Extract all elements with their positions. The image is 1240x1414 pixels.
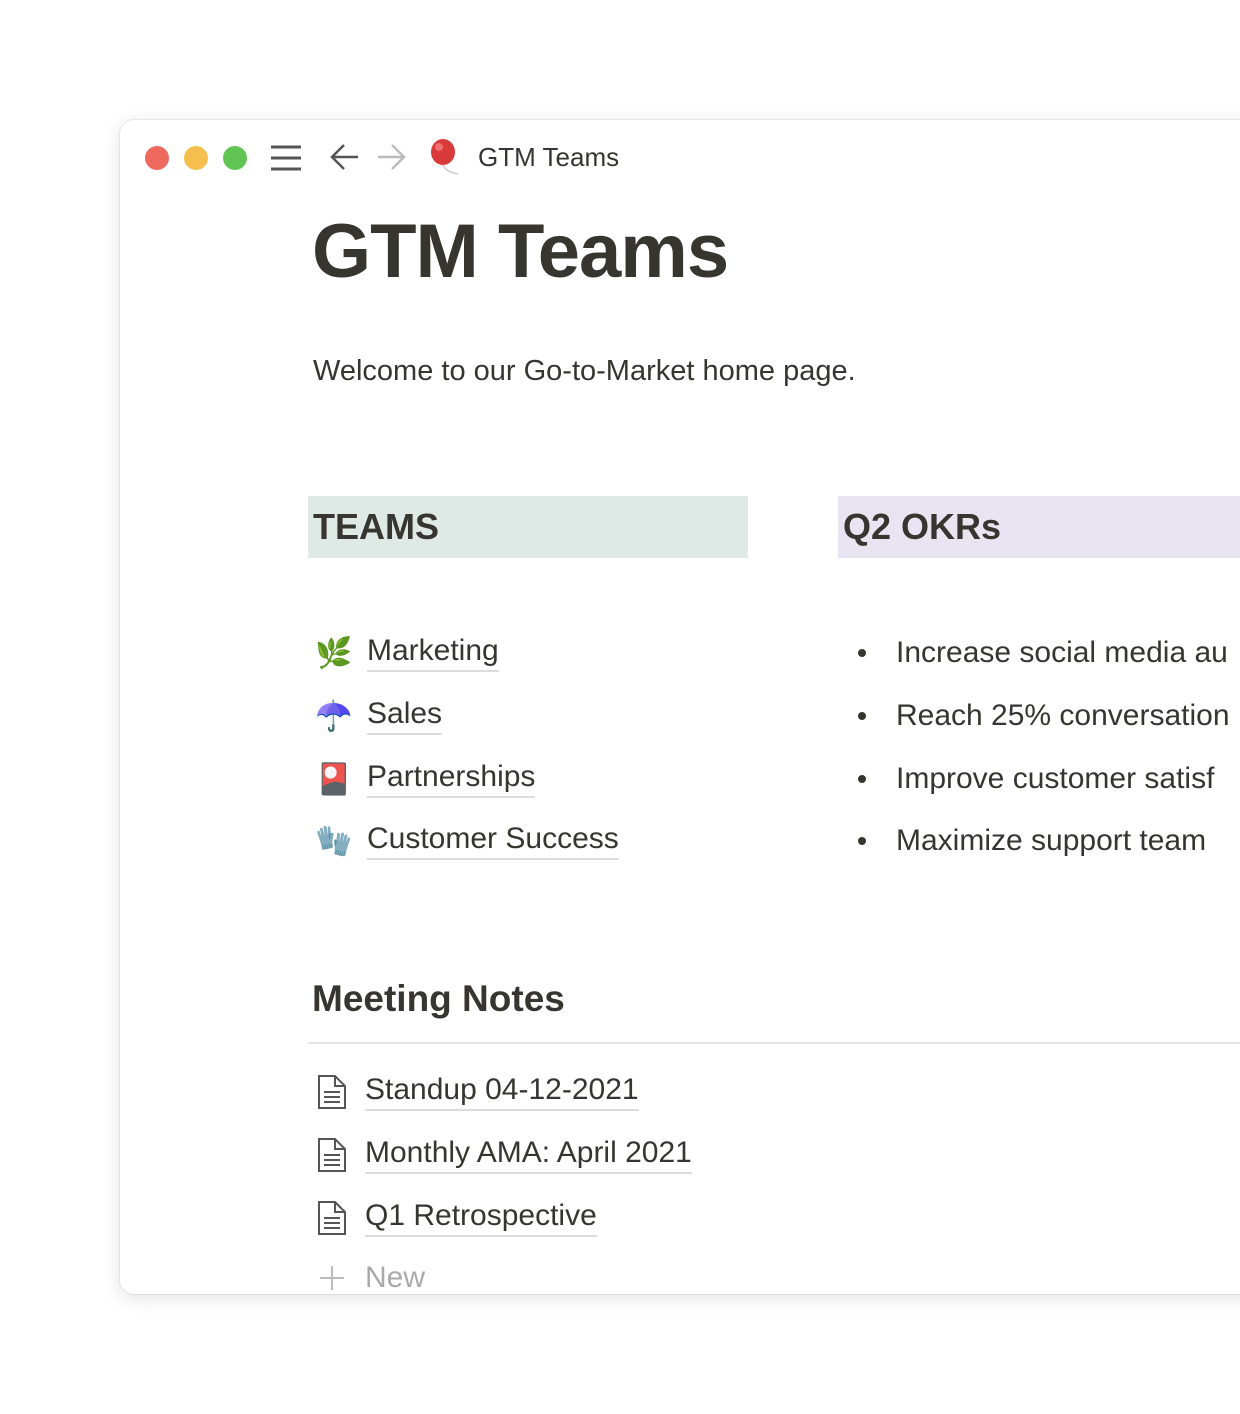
meeting-note-link[interactable]: Q1 Retrospective <box>315 1199 597 1237</box>
okr-text: Improve customer satisf <box>896 762 1215 795</box>
team-link-customer-success[interactable]: 🧤 Customer Success <box>315 822 619 860</box>
okr-text: Maximize support team <box>896 824 1207 857</box>
team-label[interactable]: Sales <box>367 697 443 735</box>
team-link-sales[interactable]: ☂️ Sales <box>315 697 443 735</box>
teams-heading: TEAMS <box>308 496 748 558</box>
bullet-icon <box>858 837 866 845</box>
team-label[interactable]: Marketing <box>367 634 499 672</box>
new-page-button[interactable]: New <box>315 1261 425 1294</box>
new-label[interactable]: New <box>365 1261 426 1294</box>
okr-text: Increase social media au <box>896 636 1228 669</box>
okrs-heading: Q2 OKRs <box>838 496 1240 558</box>
flower-playing-card-icon: 🎴 <box>315 762 353 796</box>
okr-text: Reach 25% conversation <box>896 699 1230 732</box>
meeting-notes-heading: Meeting Notes <box>312 978 565 1019</box>
app-window: GTM Teams GTM Teams Welcome to our Go-to… <box>120 120 1240 1294</box>
meeting-note-link[interactable]: Standup 04-12-2021 <box>315 1073 639 1111</box>
document-icon <box>318 1138 346 1172</box>
balloon-icon <box>431 139 459 175</box>
meeting-note-link[interactable]: Monthly AMA: April 2021 <box>315 1136 692 1174</box>
zoom-window-button[interactable] <box>223 146 247 170</box>
okr-item: Reach 25% conversation <box>858 699 1230 733</box>
okr-item: Increase social media au <box>858 636 1228 670</box>
team-label[interactable]: Customer Success <box>367 822 619 860</box>
document-icon <box>318 1201 346 1235</box>
bullet-icon <box>858 712 866 720</box>
bullet-icon <box>858 775 866 783</box>
okr-item: Improve customer satisf <box>858 762 1214 796</box>
breadcrumb-page-title[interactable]: GTM Teams <box>478 142 620 172</box>
divider <box>308 1042 1240 1044</box>
gloves-icon: 🧤 <box>315 824 353 858</box>
plus-icon <box>320 1266 344 1290</box>
herb-icon: 🌿 <box>315 636 353 670</box>
menu-icon[interactable] <box>270 144 302 172</box>
forward-arrow-icon[interactable] <box>376 142 406 172</box>
team-link-partnerships[interactable]: 🎴 Partnerships <box>315 760 536 798</box>
welcome-text: Welcome to our Go-to-Market home page. <box>313 355 856 387</box>
meeting-note-label[interactable]: Monthly AMA: April 2021 <box>365 1136 692 1174</box>
meeting-note-label[interactable]: Q1 Retrospective <box>365 1199 597 1237</box>
meeting-note-label[interactable]: Standup 04-12-2021 <box>365 1073 639 1111</box>
close-window-button[interactable] <box>145 146 169 170</box>
bullet-icon <box>858 649 866 657</box>
okr-item: Maximize support team <box>858 824 1206 858</box>
document-icon <box>318 1075 346 1109</box>
team-label[interactable]: Partnerships <box>367 760 536 798</box>
minimize-window-button[interactable] <box>184 146 208 170</box>
back-arrow-icon[interactable] <box>330 142 360 172</box>
umbrella-icon: ☂️ <box>315 699 353 733</box>
page-title: GTM Teams <box>312 209 729 294</box>
team-link-marketing[interactable]: 🌿 Marketing <box>315 634 499 672</box>
